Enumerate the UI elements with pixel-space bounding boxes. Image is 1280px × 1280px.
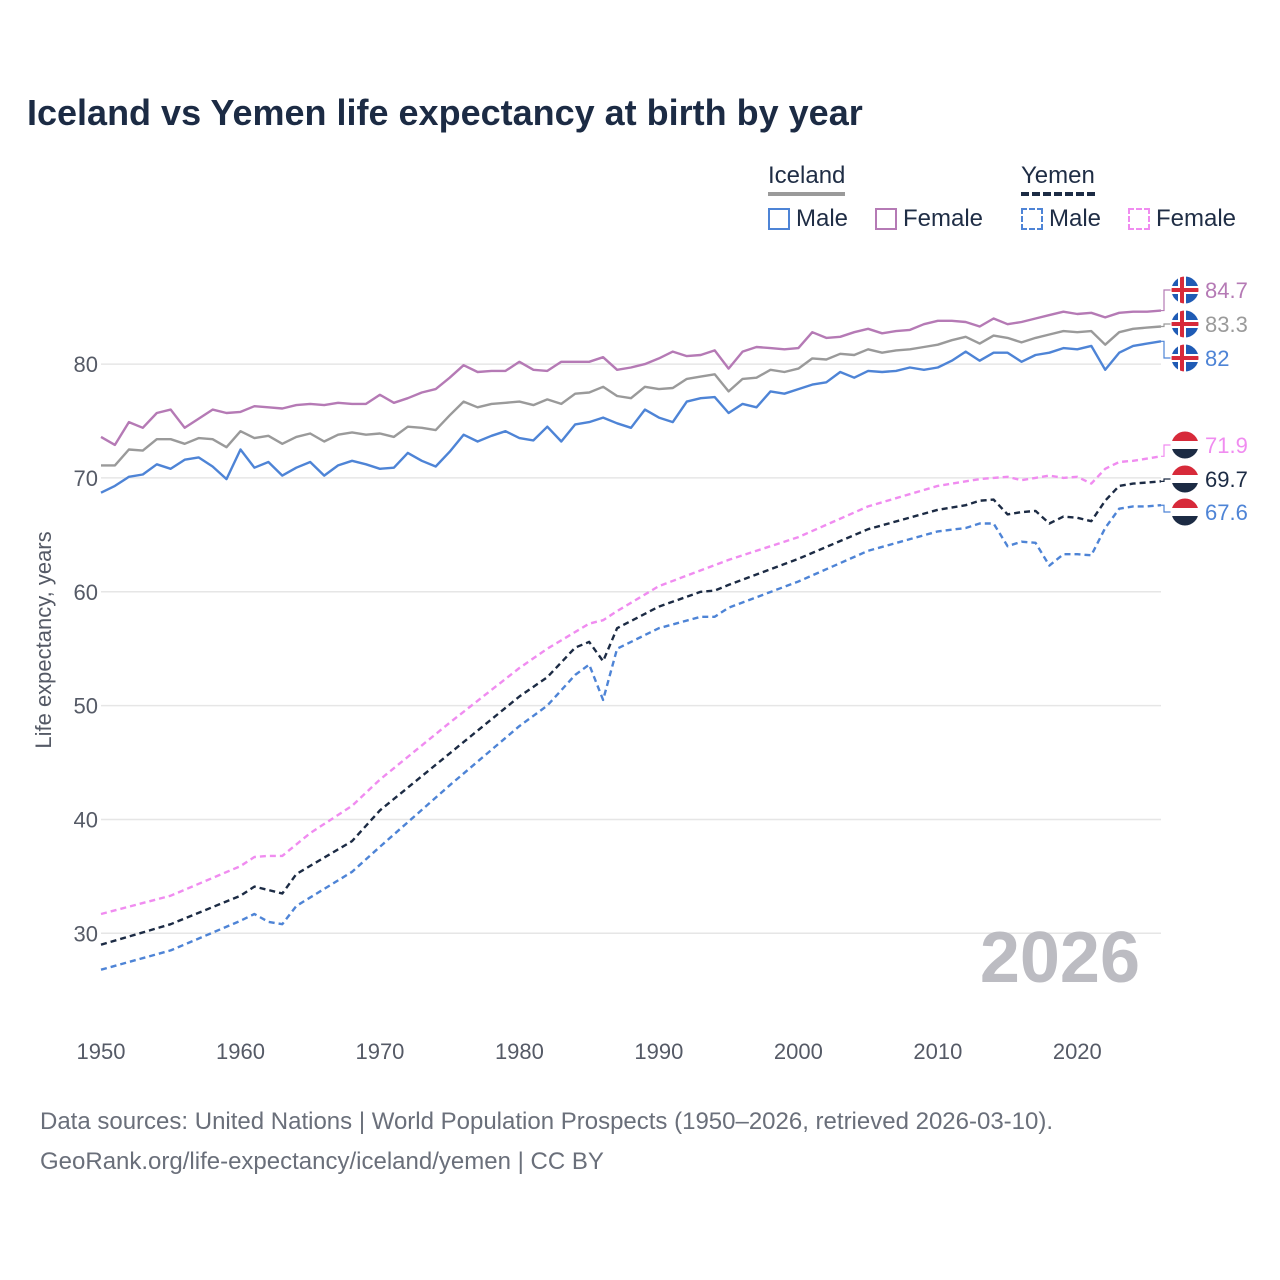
legend-yemen-male-swatch: [1021, 208, 1043, 230]
x-tick-1960: 1960: [216, 1039, 265, 1064]
line-chart: 30 40 50 60 70 80 1950 1960 1970 1980 1990 2000 201…: [74, 275, 1248, 1064]
leader-line-1: [1161, 323, 1171, 328]
series-iceland-total: [101, 325, 1162, 467]
series-iceland-female: [100, 309, 1162, 447]
x-tick-2010: 2010: [913, 1039, 962, 1064]
legend-iceland-female[interactable]: Female: [875, 205, 983, 233]
legend-iceland-female-label: Female: [903, 205, 984, 232]
legend-iceland-female-swatch: [875, 208, 897, 230]
y-tick-30: 30: [74, 921, 98, 946]
grid-lines: [101, 363, 1161, 935]
series-layer: [100, 309, 1162, 971]
x-tick-2020: 2020: [1053, 1039, 1102, 1064]
end-label-yemen-male: 67.6: [1205, 500, 1248, 525]
y-tick-40: 40: [74, 807, 98, 832]
series-iceland-male: [100, 340, 1162, 494]
yemen-flag-icon: [1170, 497, 1200, 527]
x-tick-1950: 1950: [77, 1039, 126, 1064]
end-label-yemen-total: 69.7: [1205, 467, 1248, 492]
x-ticks: 1950 1960 1970 1980 1990 2000 2010 2020: [77, 1039, 1102, 1064]
legend-group-yemen[interactable]: Yemen: [1021, 162, 1095, 196]
x-tick-1980: 1980: [495, 1039, 544, 1064]
legend-group-iceland-label: Iceland: [768, 162, 846, 189]
x-tick-1990: 1990: [634, 1039, 683, 1064]
end-label-yemen-female: 71.9: [1205, 433, 1248, 458]
source-line-2: GeoRank.org/life-expectancy/iceland/yeme…: [40, 1148, 604, 1175]
x-tick-2000: 2000: [774, 1039, 823, 1064]
legend-yemen-male-label: Male: [1049, 205, 1102, 232]
end-label-iceland-male: 82: [1205, 346, 1229, 371]
iceland-flag-icon: [1170, 275, 1200, 305]
legend-yemen-female-swatch: [1128, 208, 1150, 230]
x-tick-1970: 1970: [355, 1039, 404, 1064]
y-tick-60: 60: [74, 580, 98, 605]
legend-group-yemen-label: Yemen: [1021, 162, 1095, 189]
legend-iceland-line: [768, 192, 846, 196]
series-yemen-male: [100, 504, 1162, 971]
year-watermark: 2026: [980, 918, 1140, 998]
legend-yemen-line: [1021, 192, 1095, 196]
yemen-flag-icon: [1170, 464, 1200, 494]
y-tick-70: 70: [74, 466, 98, 491]
yemen-flag-icon: [1170, 430, 1200, 460]
series-yemen-total: [100, 480, 1162, 946]
legend-yemen-female[interactable]: Female: [1128, 205, 1236, 233]
leader-line-3: [1161, 444, 1171, 457]
end-label-iceland-female: 84.7: [1205, 278, 1248, 303]
end-label-iceland-total: 83.3: [1205, 312, 1248, 337]
y-tick-80: 80: [74, 352, 98, 377]
end-labels: 84.7 83.3 82 71.9 69.7 67.6: [1161, 275, 1248, 527]
source-line-1: Data sources: United Nations | World Pop…: [40, 1108, 1054, 1135]
leader-line-0: [1161, 289, 1171, 312]
legend-iceland-male-label: Male: [796, 205, 849, 232]
legend-group-iceland[interactable]: Iceland: [768, 162, 846, 196]
leader-line-4: [1161, 478, 1171, 482]
legend-iceland-male[interactable]: Male: [768, 205, 848, 233]
y-tick-50: 50: [74, 694, 98, 719]
series-yemen-female: [100, 455, 1162, 916]
legend-yemen-male[interactable]: Male: [1021, 205, 1101, 233]
y-ticks: 30 40 50 60 70 80: [74, 352, 98, 946]
leader-line-5: [1161, 504, 1171, 513]
iceland-flag-icon: [1170, 309, 1200, 339]
legend-yemen-female-label: Female: [1156, 205, 1237, 232]
legend-iceland-male-swatch: [768, 208, 790, 230]
iceland-flag-icon: [1170, 343, 1200, 373]
leader-line-2: [1161, 340, 1171, 359]
chart-title: Iceland vs Yemen life expectancy at birt…: [27, 92, 863, 133]
